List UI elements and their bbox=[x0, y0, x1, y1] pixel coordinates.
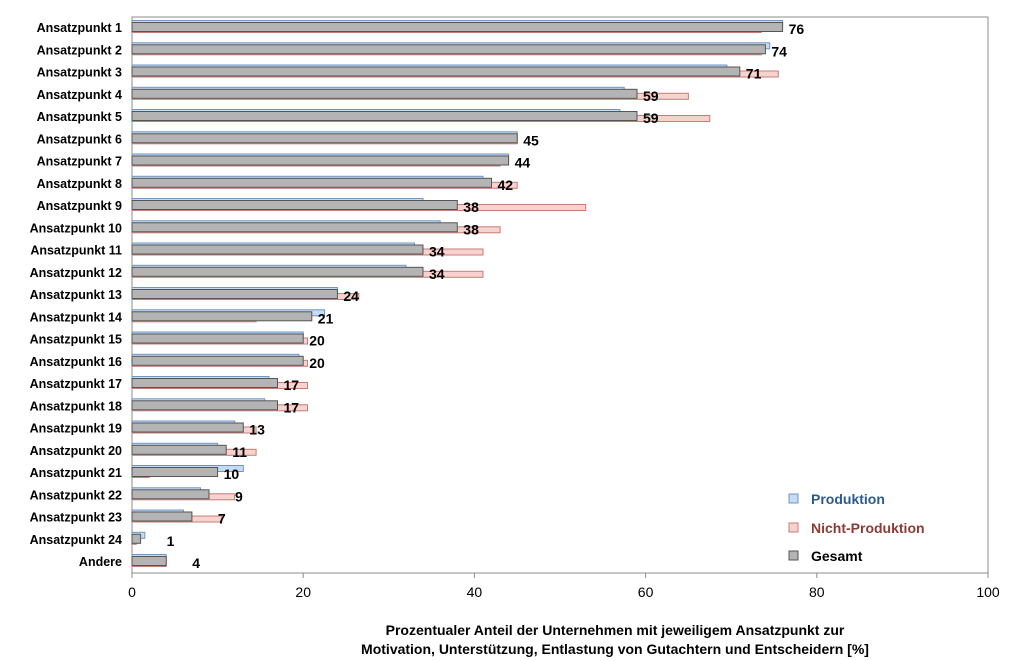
bar-gesamt-ansatzpunkt-18 bbox=[131, 400, 278, 411]
data-label: 9 bbox=[235, 488, 243, 504]
x-tick-label: 0 bbox=[128, 584, 136, 600]
bar-gesamt-ansatzpunkt-8 bbox=[131, 177, 492, 188]
bar-gesamt-ansatzpunkt-2 bbox=[131, 44, 766, 55]
bar-gesamt-ansatzpunkt-13 bbox=[131, 289, 338, 299]
bar-gesamt-ansatzpunkt-12 bbox=[131, 266, 424, 277]
category-label: Ansatzpunkt 13 bbox=[30, 288, 122, 302]
bar-gesamt-ansatzpunkt-1 bbox=[131, 22, 784, 32]
data-label: 7 bbox=[218, 511, 226, 527]
data-label: 20 bbox=[309, 355, 325, 371]
data-label: 34 bbox=[429, 244, 445, 260]
data-label: 11 bbox=[232, 444, 247, 460]
category-label: Ansatzpunkt 10 bbox=[30, 221, 122, 235]
data-label: 74 bbox=[771, 43, 787, 59]
x-tick-label: 20 bbox=[295, 584, 311, 600]
bar-gesamt-ansatzpunkt-7 bbox=[131, 155, 510, 166]
category-label: Ansatzpunkt 23 bbox=[30, 511, 122, 525]
category-label: Andere bbox=[79, 555, 122, 569]
data-label: 21 bbox=[318, 310, 334, 326]
data-label: 10 bbox=[224, 466, 240, 482]
bar-gesamt-andere bbox=[131, 556, 167, 566]
category-label: Ansatzpunkt 12 bbox=[30, 266, 122, 280]
category-label: Ansatzpunkt 5 bbox=[37, 110, 122, 124]
legend-label-nicht-produktion: Nicht-Produktion bbox=[811, 520, 925, 536]
legend-swatch-produktion bbox=[788, 493, 799, 504]
data-label: 59 bbox=[643, 110, 659, 126]
x-tick-label: 100 bbox=[976, 584, 1000, 600]
bar-gesamt-ansatzpunkt-19 bbox=[131, 422, 244, 433]
category-label: Ansatzpunkt 6 bbox=[37, 132, 122, 146]
category-label: Ansatzpunkt 11 bbox=[30, 244, 122, 258]
category-label: Ansatzpunkt 2 bbox=[37, 43, 122, 57]
category-label: Ansatzpunkt 17 bbox=[30, 377, 122, 391]
category-label: Ansatzpunkt 19 bbox=[30, 422, 122, 436]
bar-gesamt-ansatzpunkt-22 bbox=[131, 489, 210, 500]
category-labels: Ansatzpunkt 1 Ansatzpunkt 2 Ansatzpunkt 3 A… bbox=[30, 21, 122, 569]
legend: Produktion Nicht-Produktion Gesamt bbox=[788, 491, 925, 564]
bar-group bbox=[131, 20, 784, 567]
category-label: Ansatzpunkt 7 bbox=[37, 155, 122, 169]
data-label: 17 bbox=[284, 377, 300, 393]
bar-gesamt-ansatzpunkt-3 bbox=[131, 66, 741, 77]
bar-gesamt-ansatzpunkt-21 bbox=[131, 467, 219, 477]
category-label: Ansatzpunkt 15 bbox=[30, 333, 122, 347]
x-tick-label: 40 bbox=[467, 584, 483, 600]
data-label: 24 bbox=[343, 288, 359, 304]
data-labels: 7674715959454442383834342421202017171311… bbox=[167, 21, 805, 571]
bar-gesamt-ansatzpunkt-15 bbox=[131, 333, 304, 344]
bar-gesamt-ansatzpunkt-24 bbox=[131, 533, 142, 544]
category-label: Ansatzpunkt 16 bbox=[30, 355, 122, 369]
category-label: Ansatzpunkt 4 bbox=[37, 88, 122, 102]
data-label: 20 bbox=[309, 333, 325, 349]
legend-swatch-gesamt bbox=[788, 550, 799, 561]
bar-gesamt-ansatzpunkt-4 bbox=[131, 88, 638, 99]
category-label: Ansatzpunkt 20 bbox=[30, 444, 122, 458]
category-label: Ansatzpunkt 21 bbox=[30, 466, 122, 480]
data-label: 13 bbox=[249, 422, 265, 438]
category-label: Ansatzpunkt 14 bbox=[30, 310, 122, 324]
bar-gesamt-ansatzpunkt-16 bbox=[131, 355, 304, 366]
category-label: Ansatzpunkt 8 bbox=[37, 177, 122, 191]
legend-swatch-nicht-produktion bbox=[788, 522, 799, 533]
category-label: Ansatzpunkt 3 bbox=[37, 66, 122, 80]
data-label: 44 bbox=[515, 155, 531, 171]
bar-gesamt-ansatzpunkt-10 bbox=[131, 222, 458, 233]
bar-gesamt-ansatzpunkt-9 bbox=[131, 200, 458, 210]
bar-gesamt-ansatzpunkt-14 bbox=[131, 311, 313, 322]
data-label: 4 bbox=[192, 555, 200, 571]
x-axis-title-line1: Prozentualer Anteil der Unternehmen mit … bbox=[386, 622, 845, 638]
bar-gesamt-ansatzpunkt-11 bbox=[131, 244, 424, 255]
legend-label-gesamt: Gesamt bbox=[811, 548, 863, 564]
bar-gesamt-ansatzpunkt-5 bbox=[131, 111, 638, 121]
bar-gesamt-ansatzpunkt-23 bbox=[131, 511, 193, 522]
bar-gesamt-ansatzpunkt-17 bbox=[131, 378, 278, 388]
data-label: 45 bbox=[523, 132, 539, 148]
category-label: Ansatzpunkt 18 bbox=[30, 399, 122, 413]
x-axis-title-line2: Motivation, Unterstützung, Entlastung vo… bbox=[361, 641, 869, 657]
data-label: 38 bbox=[463, 199, 479, 215]
x-tick-label: 60 bbox=[638, 584, 654, 600]
data-label: 1 bbox=[167, 533, 175, 549]
data-label: 38 bbox=[463, 221, 479, 237]
data-label: 34 bbox=[429, 266, 445, 282]
data-label: 42 bbox=[498, 177, 514, 193]
bar-gesamt-ansatzpunkt-6 bbox=[131, 133, 518, 144]
data-label: 76 bbox=[789, 21, 805, 37]
legend-label-produktion: Produktion bbox=[811, 491, 885, 507]
bar-gesamt-ansatzpunkt-20 bbox=[131, 444, 227, 455]
category-label: Ansatzpunkt 22 bbox=[30, 488, 122, 502]
category-label: Ansatzpunkt 1 bbox=[37, 21, 122, 35]
data-label: 71 bbox=[746, 66, 762, 82]
data-label: 17 bbox=[284, 399, 300, 415]
data-label: 59 bbox=[643, 88, 659, 104]
category-label: Ansatzpunkt 9 bbox=[37, 199, 122, 213]
x-axis: 0 20 40 60 80 100 bbox=[128, 573, 1000, 600]
x-tick-label: 80 bbox=[809, 584, 825, 600]
category-label: Ansatzpunkt 24 bbox=[30, 533, 122, 547]
